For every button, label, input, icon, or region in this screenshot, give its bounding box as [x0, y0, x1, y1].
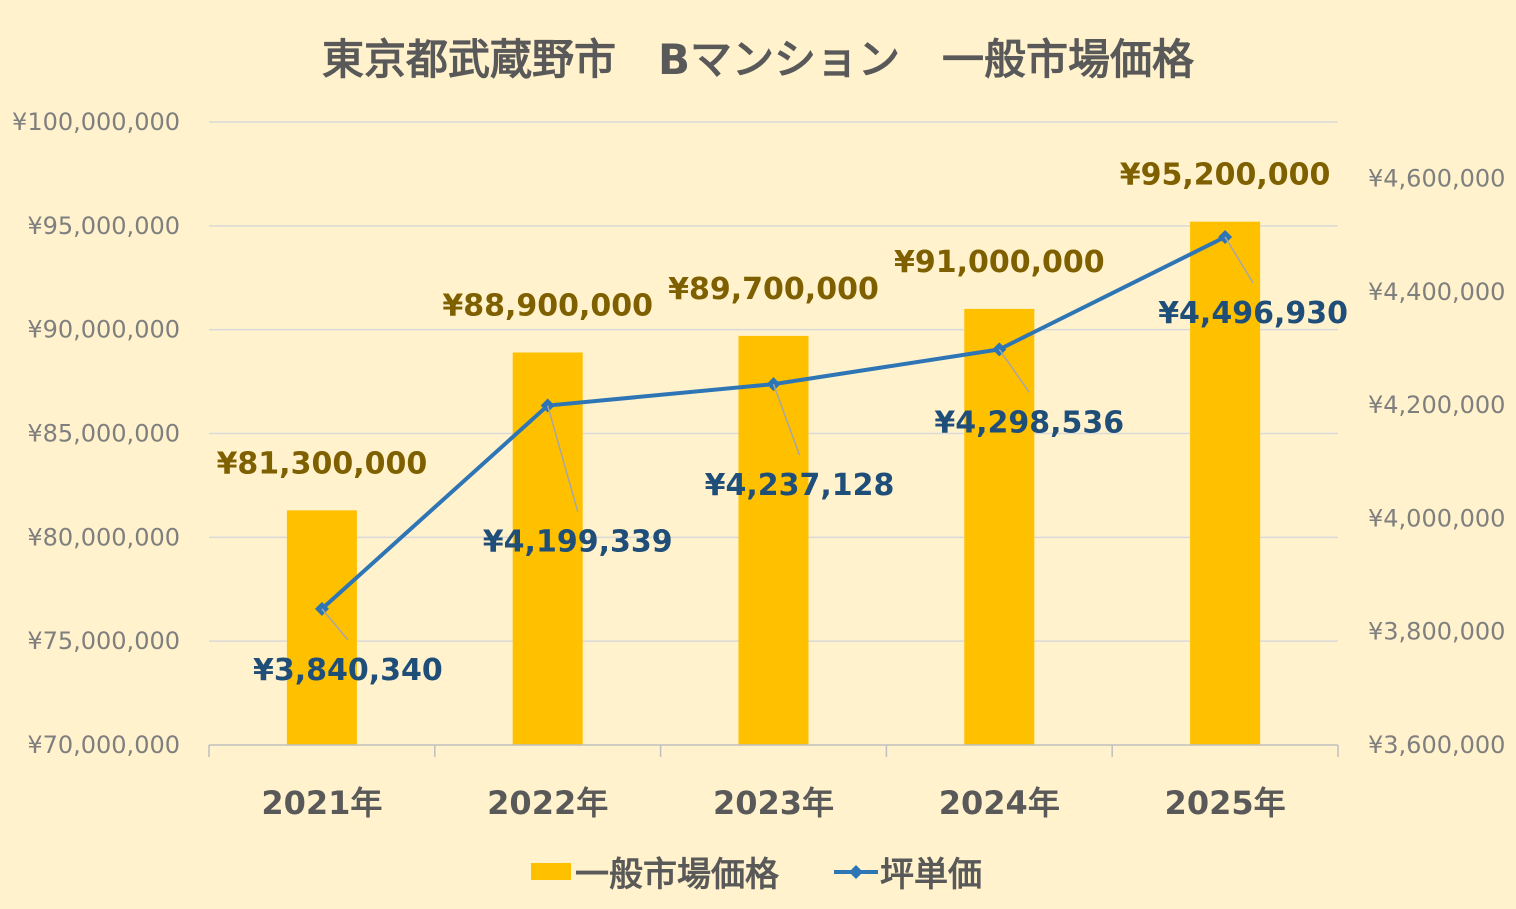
- leader-line: [546, 405, 579, 512]
- right-tick-label: ¥3,600,000: [1368, 731, 1505, 759]
- left-tick-label: ¥75,000,000: [27, 627, 180, 655]
- category-label: 2024年: [939, 784, 1060, 822]
- left-axis-ticks: ¥70,000,000 ¥75,000,000 ¥80,000,000 ¥85,000…: [12, 108, 180, 759]
- category-label: 2025年: [1165, 784, 1286, 822]
- leader-line: [321, 608, 349, 641]
- left-tick-label: ¥85,000,000: [27, 420, 180, 448]
- bar: [1190, 221, 1261, 745]
- bar-labels: ¥81,300,000 ¥88,900,000 ¥89,700,000 ¥91,000…: [217, 158, 1331, 482]
- category-label: 2023年: [713, 784, 834, 822]
- legend-diamond-icon: [849, 865, 863, 879]
- chart-title: 東京都武蔵野市 Bマンション 一般市場価格: [322, 35, 1195, 84]
- legend-line-label: 坪単価: [880, 855, 982, 895]
- bar: [964, 308, 1035, 745]
- category-labels: 2021年 2022年 2023年 2024年 2025年: [261, 784, 1285, 822]
- line-labels: ¥3,840,340 ¥4,199,339 ¥4,237,128 ¥4,298,536…: [253, 236, 1348, 688]
- left-tick-label: ¥70,000,000: [27, 731, 180, 759]
- legend-bar-swatch: [531, 863, 571, 880]
- left-tick-label: ¥95,000,000: [27, 212, 180, 240]
- line-data-label: ¥4,237,128: [705, 468, 895, 503]
- left-tick-label: ¥100,000,000: [12, 108, 180, 136]
- bar-data-label: ¥91,000,000: [894, 245, 1105, 280]
- leader-line: [998, 348, 1030, 393]
- right-tick-label: ¥4,600,000: [1368, 165, 1505, 193]
- line-data-label: ¥3,840,340: [253, 653, 443, 688]
- right-tick-label: ¥4,400,000: [1368, 278, 1505, 306]
- right-tick-label: ¥4,000,000: [1368, 504, 1505, 532]
- leader-line: [1224, 236, 1254, 284]
- category-label: 2021年: [261, 784, 382, 822]
- bar-data-label: ¥95,200,000: [1120, 158, 1331, 193]
- bar-data-label: ¥81,300,000: [217, 446, 428, 481]
- bar-data-label: ¥88,900,000: [442, 289, 653, 324]
- x-axis: [208, 744, 1339, 757]
- left-tick-label: ¥90,000,000: [27, 316, 180, 344]
- bar: [512, 352, 583, 745]
- line-data-label: ¥4,199,339: [483, 525, 673, 560]
- line-data-label: ¥4,298,536: [934, 405, 1124, 440]
- legend-bar-label: 一般市場価格: [575, 855, 780, 895]
- legend: 一般市場価格 坪単価: [531, 855, 982, 895]
- right-tick-label: ¥3,800,000: [1368, 618, 1505, 646]
- right-tick-label: ¥4,200,000: [1368, 391, 1505, 419]
- line-data-label: ¥4,496,930: [1158, 296, 1348, 331]
- left-tick-label: ¥80,000,000: [27, 523, 180, 551]
- bar: [738, 335, 809, 745]
- leader-line: [772, 383, 801, 456]
- bar: [286, 510, 357, 745]
- bars: [286, 221, 1261, 745]
- category-label: 2022年: [487, 784, 608, 822]
- bar-data-label: ¥89,700,000: [668, 272, 879, 307]
- right-axis-ticks: ¥3,600,000 ¥3,800,000 ¥4,000,000 ¥4,200,000…: [1368, 165, 1505, 759]
